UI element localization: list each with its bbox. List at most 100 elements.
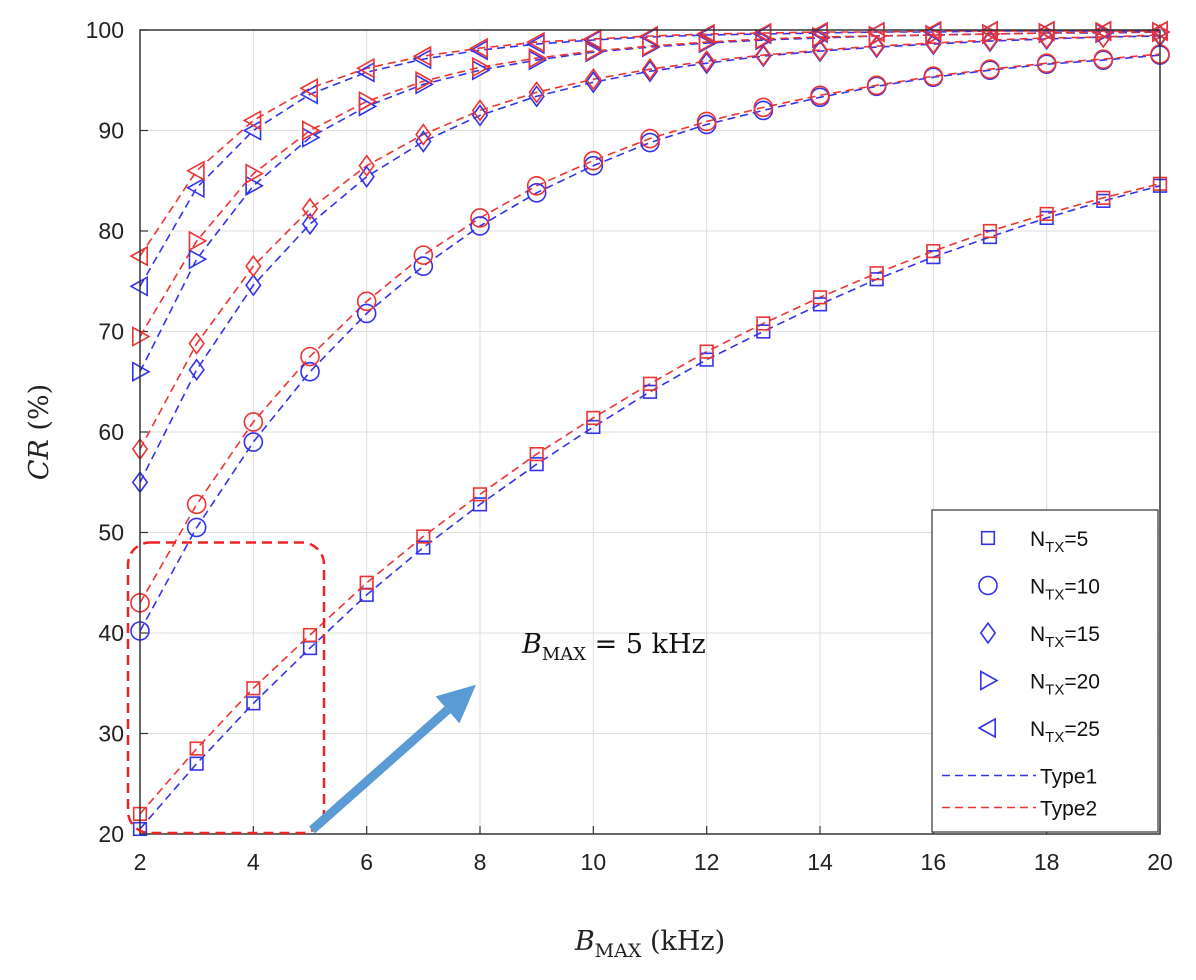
marker-ntx10-type2	[583, 150, 604, 171]
marker-ntx15-type2	[358, 154, 375, 177]
annotation-label: BMAX = 5 kHz	[521, 629, 706, 665]
marker-ntx10-type2	[696, 111, 717, 132]
marker-ntx20-type2	[245, 163, 264, 185]
marker-ntx20-type1	[132, 361, 151, 383]
marker-ntx15-type1	[641, 59, 659, 83]
marker-ntx10-type2	[526, 175, 547, 196]
x-tick-label: 4	[247, 849, 260, 875]
x-tick-label: 20	[1147, 849, 1173, 875]
legend-marker-diamond	[979, 621, 997, 645]
series-line-ntx5-type1	[139, 185, 1161, 830]
y-tick-label: 20	[98, 821, 124, 847]
marker-ntx20-type2	[132, 326, 151, 347]
marker-ntx15-type2	[811, 38, 829, 62]
marker-ntx20-type1	[245, 175, 264, 197]
marker-ntx20-type1	[188, 248, 208, 270]
marker-ntx20-type2	[358, 90, 378, 112]
marker-ntx10-type1	[356, 303, 377, 324]
marker-ntx10-type2	[1093, 49, 1114, 69]
marker-ntx5-type2	[756, 316, 771, 331]
marker-ntx10-type2	[413, 245, 434, 265]
marker-ntx10-type2	[640, 128, 660, 149]
marker-ntx25-type2	[1036, 20, 1055, 42]
x-tick-label: 8	[474, 849, 487, 875]
marker-ntx5-type1	[756, 324, 771, 339]
marker-ntx20-type2	[415, 70, 434, 92]
marker-ntx5-type2	[472, 487, 488, 502]
marker-ntx10-type2	[300, 346, 320, 367]
legend-label: NTX=25	[1030, 718, 1100, 746]
y-tick-label: 60	[98, 419, 124, 445]
series-line-ntx20-type1	[139, 31, 1161, 373]
marker-ntx5-type2	[189, 741, 204, 756]
legend-label: Type1	[1040, 766, 1097, 789]
marker-ntx15-type1	[698, 51, 715, 75]
marker-ntx15-type1	[245, 274, 262, 297]
marker-ntx15-type2	[868, 34, 885, 58]
series-line-ntx20-type2	[139, 31, 1160, 337]
marker-ntx15-type1	[358, 165, 375, 188]
marker-ntx10-type2	[753, 97, 774, 118]
x-axis-label: BMAX (kHz)	[574, 926, 725, 962]
marker-ntx25-type2	[1149, 20, 1168, 42]
y-tick-label: 70	[98, 319, 124, 345]
marker-ntx10-type2	[356, 291, 377, 312]
legend-box	[931, 509, 1159, 833]
legend-label: NTX=10	[1030, 576, 1100, 604]
marker-ntx15-type2	[698, 49, 715, 73]
marker-ntx5-type2	[1039, 206, 1054, 222]
marker-ntx15-type2	[301, 197, 319, 221]
x-tick-label: 16	[921, 849, 947, 875]
marker-ntx25-type2	[752, 22, 772, 44]
marker-ntx20-type2	[698, 31, 718, 53]
marker-ntx20-type2	[188, 230, 208, 252]
marker-ntx10-type1	[583, 155, 604, 176]
marker-ntx25-type2	[582, 28, 602, 50]
marker-ntx25-type2	[356, 57, 375, 79]
y-tick-label: 100	[86, 17, 124, 43]
marker-ntx5-type1	[1096, 193, 1111, 208]
marker-ntx10-type2	[186, 494, 207, 515]
marker-ntx10-type2	[980, 59, 1000, 79]
marker-ntx15-type1	[301, 212, 319, 236]
y-tick-label: 30	[98, 721, 124, 747]
marker-ntx15-type1	[471, 104, 489, 127]
y-tick-labels: 20 30 40 50 60 70 80 90 100	[86, 17, 124, 847]
legend-label: NTX=20	[1030, 671, 1100, 699]
marker-ntx10-type2	[866, 75, 887, 96]
x-tick-label: 10	[581, 849, 607, 875]
marker-ntx15-type1	[528, 85, 545, 108]
marker-ntx25-type2	[922, 20, 942, 42]
highlight-box	[126, 541, 326, 835]
marker-ntx10-type1	[243, 432, 264, 452]
marker-ntx5-type2	[812, 290, 828, 305]
series-line-ntx15-type2	[139, 34, 1161, 450]
x-tick-label: 14	[807, 849, 833, 875]
y-axis-label: CR (%)	[24, 384, 55, 480]
marker-ntx10-type2	[1036, 53, 1057, 73]
marker-ntx5-type2	[359, 575, 374, 590]
marker-ntx15-type2	[188, 332, 205, 355]
plot-frame	[139, 29, 1161, 835]
series-line-ntx10-type2	[139, 53, 1161, 604]
x-tick-label: 18	[1034, 849, 1060, 875]
legend: NTX=5 NTX=10 NTX=15 NTX=20 NTX=25 Type1 Type2	[931, 509, 1159, 833]
marker-ntx5-type2	[869, 266, 884, 281]
x-tick-label: 12	[694, 849, 720, 875]
marker-ntx25-type2	[299, 77, 319, 99]
series-line-ntx15-type1	[139, 35, 1161, 483]
marker-ntx20-type2	[755, 28, 774, 50]
marker-ntx25-type1	[186, 177, 205, 199]
marker-ntx25-type2	[526, 31, 545, 53]
marker-ntx10-type1	[413, 256, 434, 276]
legend-label: NTX=5	[1030, 528, 1088, 556]
marker-ntx15-type2	[471, 99, 489, 122]
series-line-ntx10-type1	[139, 54, 1161, 632]
x-tick-label: 6	[360, 849, 373, 875]
y-tick-label: 40	[98, 620, 124, 646]
marker-ntx5-type2	[586, 410, 601, 426]
marker-ntx5-type2	[302, 627, 318, 643]
marker-ntx25-type2	[809, 21, 829, 43]
marker-ntx5-type2	[246, 681, 261, 696]
